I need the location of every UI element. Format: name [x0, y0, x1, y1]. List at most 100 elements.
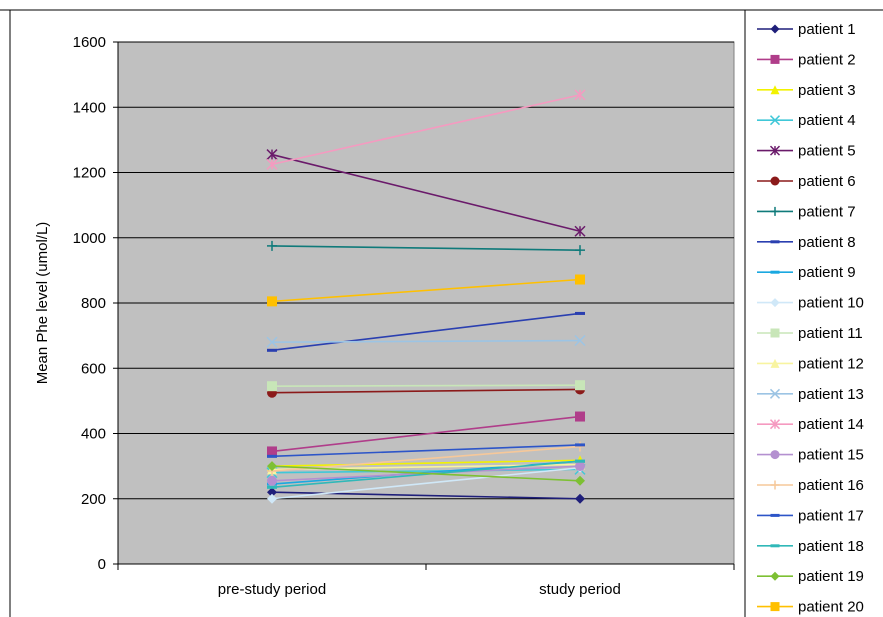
- legend-marker: [769, 419, 781, 430]
- data-point: [267, 348, 277, 352]
- marker-stroke: [769, 115, 781, 126]
- gridlines: [118, 41, 734, 500]
- x-tick-labels: pre-study period study period: [117, 564, 735, 598]
- y-tick-label: 0: [98, 556, 106, 573]
- series-line: [271, 465, 581, 482]
- data-point: [267, 461, 277, 472]
- marker-stroke: [574, 334, 586, 347]
- y-axis-title: Mean Phe level (umol/L): [34, 222, 51, 385]
- legend-marker: [770, 298, 780, 308]
- legend-item: patient 9: [757, 264, 856, 281]
- legend-item: patient 2: [757, 51, 856, 68]
- legend-item: patient 4: [757, 112, 856, 129]
- legend-item: patient 11: [757, 325, 863, 342]
- series-layer: [266, 89, 586, 504]
- legend-item: patient 16: [757, 477, 864, 494]
- data-point: [575, 245, 585, 256]
- data-point: [266, 158, 278, 170]
- data-point: [267, 446, 277, 457]
- series-8: [267, 311, 585, 352]
- x-tick-label: study period: [539, 581, 621, 598]
- series-line: [271, 445, 581, 472]
- legend-label: patient 16: [798, 477, 864, 494]
- x-tick-label: pre-study period: [218, 581, 326, 598]
- series-line: [271, 460, 581, 489]
- legend-label: patient 3: [798, 82, 856, 99]
- y-tick-label: 200: [81, 491, 106, 508]
- legend-label: patient 14: [798, 416, 864, 433]
- series-line: [271, 153, 581, 233]
- legend-label: patient 9: [798, 264, 856, 281]
- series-7: [267, 240, 585, 256]
- legend-marker: [770, 513, 780, 517]
- series-line: [271, 388, 581, 394]
- legend-item: patient 14: [757, 416, 864, 433]
- y-tick-label: 1000: [73, 230, 106, 247]
- data-point: [575, 475, 585, 486]
- data-point: [575, 461, 585, 472]
- data-point: [267, 381, 277, 392]
- legend-label: patient 17: [798, 507, 864, 524]
- legend-item: patient 3: [757, 82, 856, 99]
- series-20: [267, 274, 585, 307]
- data-point: [267, 485, 277, 489]
- data-point: [574, 89, 586, 101]
- legend-marker: [769, 388, 781, 399]
- legend-marker: [769, 145, 781, 156]
- series-19: [267, 461, 585, 486]
- series-line: [271, 94, 581, 166]
- legend-marker: [770, 480, 780, 490]
- y-tick-label: 400: [81, 426, 106, 443]
- legend-marker: [770, 544, 780, 548]
- data-point: [267, 296, 277, 307]
- data-point: [575, 311, 585, 315]
- legend-marker: [770, 240, 780, 244]
- series-line: [271, 312, 581, 352]
- legend-label: patient 18: [798, 538, 864, 555]
- legend-item: patient 7: [757, 203, 856, 220]
- data-point: [266, 149, 278, 161]
- legend-marker: [770, 270, 780, 274]
- y-tick-labels: 0 200 400 600 800 1000 1200 1400 1600: [73, 34, 118, 573]
- legend-item: patient 6: [757, 173, 856, 190]
- legend-label: patient 5: [798, 143, 856, 160]
- y-tick-label: 1400: [73, 99, 106, 116]
- series-line: [271, 459, 581, 467]
- data-point: [267, 475, 277, 486]
- legend-marker: [770, 328, 780, 338]
- legend-label: patient 11: [798, 325, 863, 342]
- data-point: [267, 240, 277, 251]
- legend-marker: [770, 358, 780, 368]
- legend-label: patient 8: [798, 234, 856, 251]
- data-point: [574, 225, 586, 237]
- legend-marker: [770, 571, 780, 581]
- y-tick-label: 600: [81, 360, 106, 377]
- y-tick-label: 1600: [73, 34, 106, 51]
- series-13: [266, 334, 586, 348]
- legend-item: patient 18: [757, 538, 864, 555]
- legend-marker: [769, 115, 781, 126]
- data-point: [267, 454, 277, 458]
- data-point: [575, 493, 585, 504]
- legend-label: patient 19: [798, 568, 864, 585]
- data-point: [267, 487, 277, 498]
- legend-marker: [770, 602, 780, 612]
- legend-item: patient 20: [757, 599, 864, 616]
- legend-marker: [770, 206, 780, 216]
- series-line: [271, 444, 581, 458]
- legend-marker: [770, 450, 780, 460]
- data-point: [575, 443, 585, 447]
- series-line: [271, 466, 581, 500]
- legend-marker: [770, 24, 780, 34]
- data-point: [574, 334, 586, 347]
- data-point: [575, 441, 585, 452]
- legend-marker: [770, 54, 780, 64]
- legend-label: patient 1: [798, 21, 856, 38]
- legend-label: patient 6: [798, 173, 856, 190]
- legend: patient 1 patient 2 patient 3 patient 4 pati…: [744, 10, 864, 617]
- legend-item: patient 13: [757, 386, 864, 403]
- legend-item: patient 17: [757, 507, 864, 524]
- legend-label: patient 15: [798, 447, 864, 464]
- legend-item: patient 15: [757, 447, 864, 464]
- data-point: [575, 274, 585, 285]
